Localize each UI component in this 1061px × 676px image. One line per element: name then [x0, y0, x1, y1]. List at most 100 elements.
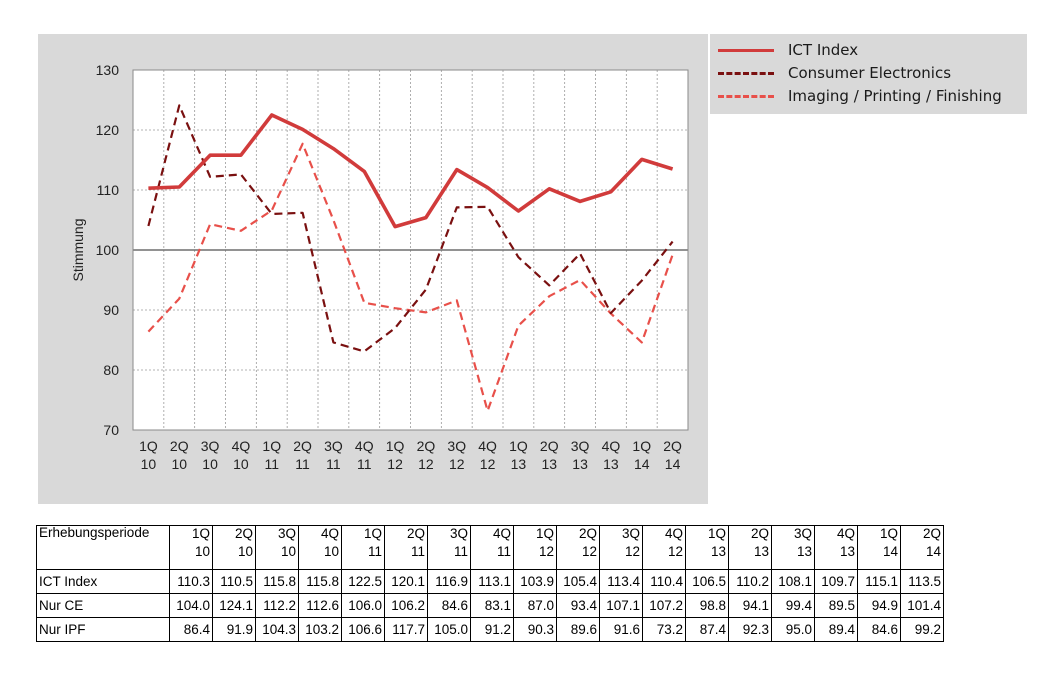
x-tick-label-quarter: 3Q: [571, 438, 590, 454]
y-axis-label: Stimmung: [70, 218, 86, 281]
x-tick-label-year: 14: [634, 456, 650, 472]
x-tick-label-year: 11: [357, 456, 372, 472]
table-period-header: 2Q 11: [384, 525, 428, 570]
table-period-header: 4Q 12: [642, 525, 686, 570]
table-cell: 115.8: [255, 569, 299, 594]
y-tick-label: 100: [96, 242, 120, 258]
x-tick-label-year: 14: [665, 456, 681, 472]
chart-legend: ICT Index Consumer Electronics Imaging /…: [710, 34, 1027, 114]
x-tick-label-quarter: 2Q: [417, 438, 436, 454]
y-tick-label: 70: [103, 422, 119, 438]
x-tick-label-quarter: 4Q: [355, 438, 374, 454]
table-cell: 115.8: [298, 569, 342, 594]
table-period-header: 4Q 13: [814, 525, 858, 570]
table-cell: 106.5: [685, 569, 729, 594]
y-tick-label: 130: [96, 62, 120, 78]
table-cell: 115.1: [857, 569, 901, 594]
table-cell: 87.0: [513, 593, 557, 618]
x-tick-label-year: 11: [264, 456, 279, 472]
chart-panel: 70 80 90 100 110 120 130 1Q 10 2Q 10 3Q 10 4Q 10 1Q 11 2Q…: [38, 34, 708, 504]
table-row: Nur IPF 86.4 91.9 104.3 103.2 106.6 117.7 105.0…: [36, 617, 944, 642]
legend-label-imaging-printing-finishing: Imaging / Printing / Finishing: [788, 87, 1002, 105]
table-cell: 91.2: [470, 617, 514, 642]
table-cell: 107.2: [642, 593, 686, 618]
table-cell: 124.1: [212, 593, 256, 618]
table-period-header: 1Q 12: [513, 525, 557, 570]
legend-label-consumer-electronics: Consumer Electronics: [788, 64, 952, 82]
table-period-header: 2Q 13: [728, 525, 772, 570]
table-cell: 86.4: [169, 617, 213, 642]
table-cell: 109.7: [814, 569, 858, 594]
series-line-consumer-electronics: [147, 104, 674, 353]
x-tick-label-year: 11: [326, 456, 341, 472]
table-cell: 99.2: [900, 617, 944, 642]
table-period-header: 1Q 11: [341, 525, 385, 570]
table-cell: 120.1: [384, 569, 428, 594]
x-tick-label-year: 13: [572, 456, 588, 472]
y-tick-label: 80: [103, 362, 119, 378]
x-tick-label-year: 12: [387, 456, 403, 472]
table-cell: 101.4: [900, 593, 944, 618]
table-cell: 106.0: [341, 593, 385, 618]
table-row-label: Nur IPF: [36, 617, 170, 642]
table-cell: 110.2: [728, 569, 772, 594]
y-tick-label: 120: [96, 122, 120, 138]
table-cell: 89.5: [814, 593, 858, 618]
x-tick-label-quarter: 1Q: [262, 438, 281, 454]
legend-item-imaging-printing-finishing: Imaging / Printing / Finishing: [718, 85, 1002, 107]
table-period-header: 1Q 10: [169, 525, 213, 570]
table-cell: 98.8: [685, 593, 729, 618]
table-cell: 112.6: [298, 593, 342, 618]
x-tick-label-quarter: 3Q: [447, 438, 466, 454]
table-row: Nur CE 104.0 124.1 112.2 112.6 106.0 106.2 84.6…: [36, 593, 944, 618]
table-cell: 94.1: [728, 593, 772, 618]
table-row: ICT Index 110.3 110.5 115.8 115.8 122.5 120.1 1…: [36, 569, 944, 594]
table-period-header: 3Q 12: [599, 525, 643, 570]
table-period-header: 2Q 14: [900, 525, 944, 570]
table-cell: 104.0: [169, 593, 213, 618]
x-tick-label-year: 12: [449, 456, 465, 472]
table-period-header: 3Q 10: [255, 525, 299, 570]
table-cell: 90.3: [513, 617, 557, 642]
x-tick-label-year: 10: [171, 456, 187, 472]
table-row-label: Nur CE: [36, 593, 170, 618]
table-period-header: 4Q 11: [470, 525, 514, 570]
x-tick-label-quarter: 1Q: [386, 438, 405, 454]
table-period-header: 4Q 10: [298, 525, 342, 570]
table-cell: 93.4: [556, 593, 600, 618]
y-tick-label: 90: [103, 302, 119, 318]
table-cell: 108.1: [771, 569, 815, 594]
legend-item-consumer-electronics: Consumer Electronics: [718, 62, 951, 84]
table-cell: 110.3: [169, 569, 213, 594]
x-tick-label-quarter: 2Q: [663, 438, 682, 454]
table-cell: 89.4: [814, 617, 858, 642]
line-chart: 70 80 90 100 110 120 130 1Q 10 2Q 10 3Q 10 4Q 10 1Q 11 2Q…: [70, 62, 689, 472]
table-period-header: 2Q 12: [556, 525, 600, 570]
table-period-header: 1Q 14: [857, 525, 901, 570]
table-cell: 73.2: [642, 617, 686, 642]
table-cell: 84.6: [427, 593, 471, 618]
table-cell: 112.2: [255, 593, 299, 618]
table-cell: 84.6: [857, 617, 901, 642]
table-row-label: ICT Index: [36, 569, 170, 594]
table-period-header: 3Q 11: [427, 525, 471, 570]
table-cell: 92.3: [728, 617, 772, 642]
table-period-header: 3Q 13: [771, 525, 815, 570]
y-tick-label: 110: [97, 182, 120, 198]
table-cell: 91.6: [599, 617, 643, 642]
table-cell: 89.6: [556, 617, 600, 642]
table-period-header: 2Q 10: [212, 525, 256, 570]
table-cell: 95.0: [771, 617, 815, 642]
table-cell: 94.9: [857, 593, 901, 618]
table-cell: 122.5: [341, 569, 385, 594]
x-tick-label-year: 13: [603, 456, 619, 472]
legend-label-ict-index: ICT Index: [788, 41, 859, 59]
table-cell: 113.4: [599, 569, 643, 594]
series-line-ict-index: [148, 113, 674, 229]
table-cell: 83.1: [470, 593, 514, 618]
x-tick-label-year: 13: [511, 456, 527, 472]
x-tick-label-quarter: 2Q: [540, 438, 559, 454]
table-cell: 110.4: [642, 569, 686, 594]
x-tick-label-year: 12: [418, 456, 434, 472]
table-cell: 87.4: [685, 617, 729, 642]
